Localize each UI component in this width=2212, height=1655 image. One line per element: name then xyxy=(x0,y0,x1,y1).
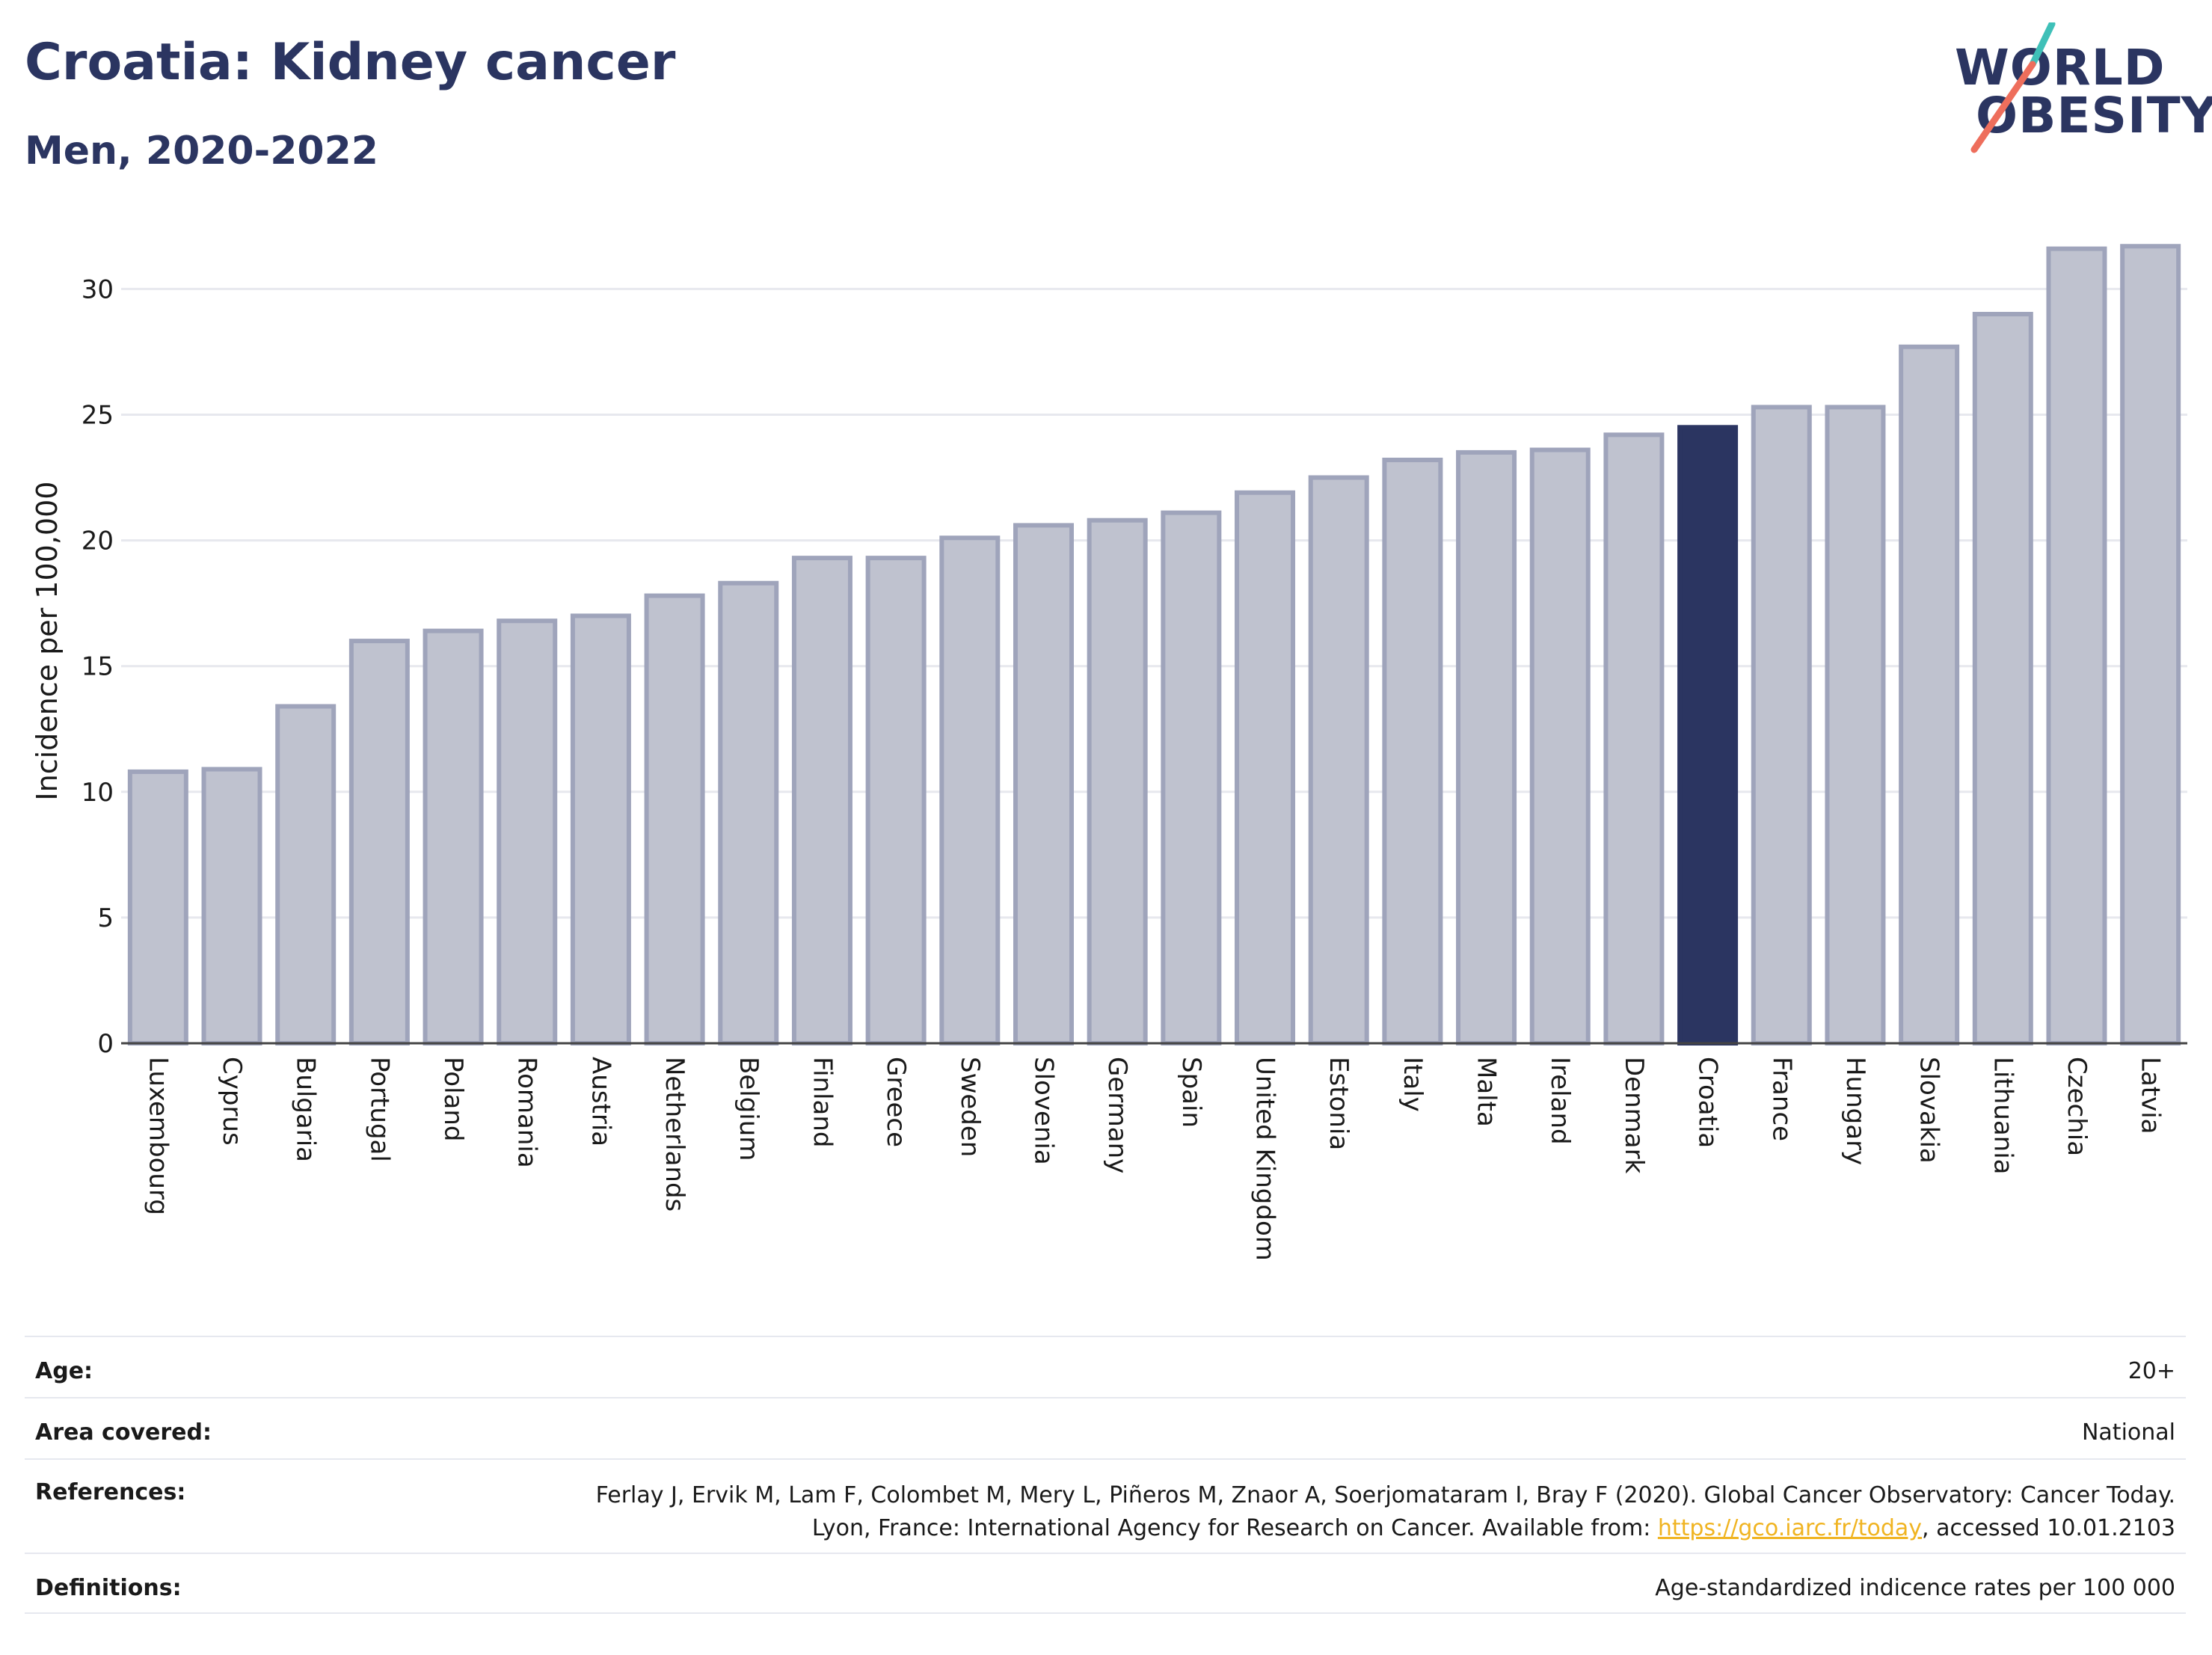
bar-luxembourg[interactable] xyxy=(127,769,188,1045)
x-tick-label: Germany xyxy=(1102,1057,1132,1173)
x-tick-label: Lithuania xyxy=(1988,1057,2018,1174)
bar-malta[interactable] xyxy=(1456,449,1517,1045)
bar-spain[interactable] xyxy=(1161,510,1222,1046)
info-row-age: Age: 20+ xyxy=(25,1336,2186,1397)
x-tick-label: Croatia xyxy=(1693,1057,1723,1148)
x-tick-label: United Kingdom xyxy=(1250,1057,1280,1261)
logo-word-world: WORLD xyxy=(1955,39,2166,96)
bar-portugal[interactable] xyxy=(348,639,410,1045)
bar-romania[interactable] xyxy=(497,618,558,1045)
x-tick-label: Hungary xyxy=(1840,1057,1870,1165)
x-tick-label: Romania xyxy=(512,1057,542,1168)
definitions-value: Age-standardized indicence rates per 100… xyxy=(1655,1575,2175,1601)
definitions-label: Definitions: xyxy=(35,1575,182,1601)
x-tick-label: Bulgaria xyxy=(291,1057,321,1162)
bar-ireland[interactable] xyxy=(1529,447,1591,1045)
bar-germany[interactable] xyxy=(1087,518,1148,1046)
x-tick-label: Denmark xyxy=(1619,1057,1649,1174)
info-row-references: References: Ferlay J, Ervik M, Lam F, Co… xyxy=(25,1458,2186,1553)
references-text: Ferlay J, Ervik M, Lam F, Colombet M, Me… xyxy=(595,1482,2175,1541)
chart-subtitle: Men, 2020-2022 xyxy=(25,129,378,174)
bar-hungary[interactable] xyxy=(1825,405,1886,1045)
references-label: References: xyxy=(35,1479,186,1505)
bar-finland[interactable] xyxy=(791,556,852,1046)
bar-estonia[interactable] xyxy=(1308,475,1369,1045)
x-tick-label: Belgium xyxy=(734,1057,764,1161)
bar-chart: 0 5 10 15 20 25 30 Luxembourg Cyprus Bulgaria Por… xyxy=(31,244,2187,1261)
references-link[interactable]: https://gco.iarc.fr/today xyxy=(1657,1515,1923,1541)
info-row-definitions: Definitions: Age-standardized indicence … xyxy=(25,1553,2186,1614)
y-tick-label: 25 xyxy=(82,401,114,431)
age-value: 20+ xyxy=(2127,1358,2175,1384)
x-tick-label: Cyprus xyxy=(217,1057,247,1146)
x-tick-label: Netherlands xyxy=(660,1057,689,1212)
x-tick-labels: Luxembourg Cyprus Bulgaria Portugal Poland Ro… xyxy=(143,1057,2165,1261)
x-tick-label: Italy xyxy=(1398,1057,1428,1112)
x-tick-label: Spain xyxy=(1176,1057,1206,1128)
bar-poland[interactable] xyxy=(423,628,484,1045)
bar-austria[interactable] xyxy=(570,613,631,1045)
references-value: Ferlay J, Ervik M, Lam F, Colombet M, Me… xyxy=(530,1479,2175,1545)
bar-sweden[interactable] xyxy=(939,535,1001,1046)
y-tick-label: 30 xyxy=(82,274,114,304)
world-obesity-logo: WORLD OBESITY xyxy=(1944,22,2212,157)
x-tick-label: Greece xyxy=(881,1057,911,1147)
y-tick-label: 0 xyxy=(97,1029,114,1059)
logo-word-obesity: OBESITY xyxy=(1976,87,2212,144)
references-accessed: , accessed 10.01.2103 xyxy=(1922,1515,2175,1541)
bar-bulgaria[interactable] xyxy=(275,704,337,1045)
y-tick-label: 15 xyxy=(82,652,114,682)
age-label: Age: xyxy=(35,1358,93,1384)
bar-netherlands[interactable] xyxy=(644,593,705,1045)
area-label: Area covered: xyxy=(35,1419,212,1446)
x-tick-label: France xyxy=(1766,1057,1796,1141)
bar-lithuania[interactable] xyxy=(1972,312,2033,1045)
y-tick-labels: 0 5 10 15 20 25 30 xyxy=(82,274,114,1059)
x-tick-label: Portugal xyxy=(364,1057,394,1162)
bar-slovakia[interactable] xyxy=(1899,344,1960,1045)
info-row-area: Area covered: National xyxy=(25,1397,2186,1458)
x-tick-label: Luxembourg xyxy=(143,1057,173,1215)
x-tick-label: Ireland xyxy=(1545,1057,1575,1145)
y-tick-label: 10 xyxy=(82,778,114,808)
logo-slash-icon xyxy=(1970,22,2056,153)
info-table: Age: 20+ Area covered: National Referenc… xyxy=(25,1336,2186,1614)
x-tick-label: Finland xyxy=(807,1057,837,1148)
x-tick-label: Czechia xyxy=(2062,1057,2092,1156)
chart-title: Croatia: Kidney cancer xyxy=(25,33,676,92)
x-tick-label: Slovakia xyxy=(1914,1057,1944,1164)
x-tick-label: Estonia xyxy=(1324,1057,1354,1150)
bars xyxy=(127,244,2181,1046)
area-value: National xyxy=(2081,1419,2175,1446)
x-tick-label: Sweden xyxy=(955,1057,985,1157)
bar-belgium[interactable] xyxy=(718,580,779,1045)
x-tick-label: Poland xyxy=(438,1057,468,1142)
y-tick-label: 20 xyxy=(82,526,114,556)
y-axis-title: Incidence per 100,000 xyxy=(31,482,64,801)
bar-italy[interactable] xyxy=(1382,458,1443,1045)
y-tick-label: 5 xyxy=(97,903,114,933)
bar-latvia[interactable] xyxy=(2120,244,2181,1046)
bar-denmark[interactable] xyxy=(1603,432,1665,1045)
x-tick-label: Latvia xyxy=(2136,1057,2166,1134)
x-tick-label: Malta xyxy=(1472,1057,1502,1127)
bar-croatia[interactable] xyxy=(1677,425,1739,1045)
bar-france[interactable] xyxy=(1751,405,1812,1045)
bar-cyprus[interactable] xyxy=(201,767,262,1045)
bar-czechia[interactable] xyxy=(2046,246,2107,1045)
bar-slovenia[interactable] xyxy=(1013,523,1074,1046)
x-tick-label: Slovenia xyxy=(1028,1057,1058,1165)
x-tick-label: Austria xyxy=(586,1057,615,1146)
bar-greece[interactable] xyxy=(865,556,927,1046)
bar-united-kingdom[interactable] xyxy=(1235,490,1296,1045)
